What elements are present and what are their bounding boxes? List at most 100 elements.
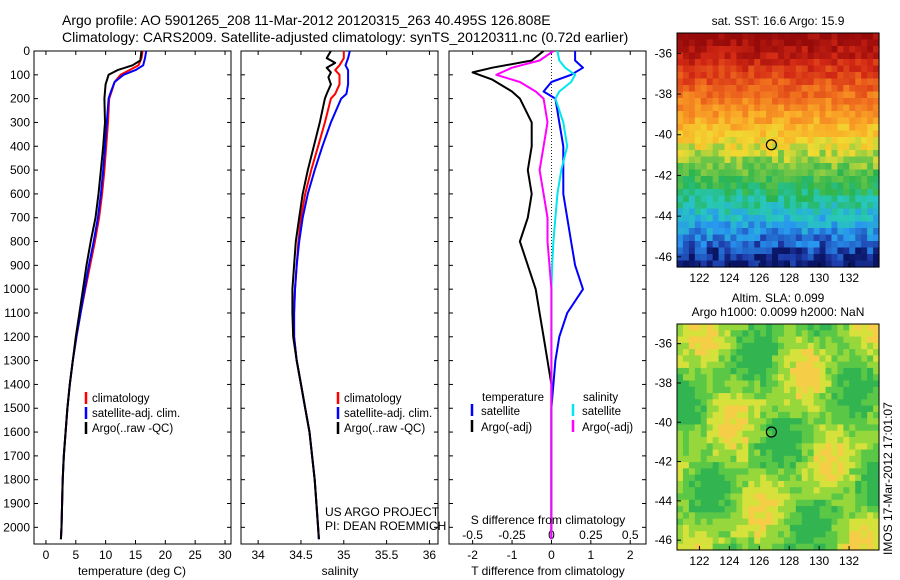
map-cell [766,260,773,268]
map-cell [795,524,803,532]
map-cell [724,367,732,375]
map-cell [736,330,743,338]
map-cell [754,367,761,375]
series-line [59,51,143,540]
map-cell [801,117,809,125]
map-cell [724,393,732,400]
map-cell [712,78,720,86]
map-cell [873,65,880,73]
map-cell [694,386,702,394]
map-cell [700,78,708,86]
map-cell [825,430,833,438]
map-cell [754,462,761,469]
map-cell [712,195,720,203]
map-cell [807,163,815,171]
map-cell [677,156,684,164]
map-cell [795,455,803,463]
map-cell [754,124,761,132]
map-cell [700,59,708,67]
map-cell [825,537,833,545]
map-cell [682,411,690,419]
map-cell [682,176,690,184]
map-cell [795,208,803,216]
map-cell [801,537,809,545]
map-cell [718,449,726,457]
map-cell [718,443,726,451]
map-cell [730,443,738,451]
map-cell [778,480,785,488]
map-cell [843,234,850,242]
map-cell [831,72,839,80]
map-cell [789,506,797,513]
map-cell [778,393,785,400]
map-cell [867,361,874,369]
map-cell [861,234,868,242]
map-cell [801,411,809,419]
map-cell [855,418,862,426]
map-cell [736,208,743,216]
map-cell [688,202,696,210]
t-difference-axis-label: T difference from climatology [471,564,625,578]
map-cell [742,124,749,132]
map-cell [783,449,791,457]
map-cell [754,91,761,99]
map-cell [843,111,850,119]
map-cell [766,455,773,463]
map-cell [724,215,732,223]
map-cell [789,234,797,242]
map-cell [825,104,833,112]
map-cell [706,342,714,350]
map-cell [801,150,809,158]
map-cell [754,405,761,413]
map-cell [718,462,726,469]
map-cell [766,85,773,93]
y-tick-label: 1400 [3,377,30,391]
map-cell [724,468,732,476]
map-cell [700,424,708,432]
map-cell [813,156,821,164]
map-cell [825,493,833,501]
map-cell [795,374,803,382]
s-tick-label: 0.25 [579,528,603,542]
map-cell [724,380,732,388]
map-cell [712,169,720,177]
map-cell [831,506,839,513]
map-cell [700,342,708,350]
map-cell [795,393,803,400]
map-cell [813,176,821,184]
map-cell [760,234,767,242]
map-cell [849,91,856,99]
y-tick-label: 1300 [3,354,30,368]
map-cell [819,361,827,369]
map-cell [849,411,856,419]
map-cell [754,418,761,426]
map-cell [783,499,791,507]
legend-label-argo: Argo(..raw -QC) [344,423,425,435]
map-cell [760,98,767,106]
map-cell [813,531,821,539]
map-cell [843,72,850,80]
map-cell [742,59,749,67]
map-cell [795,130,803,138]
map-cell [706,355,714,363]
map-cell [677,72,684,80]
legend-heading-salinity: salinity [583,392,618,404]
map-cell [688,531,696,539]
map-cell [724,512,732,520]
map-cell [873,367,880,375]
map-cell [855,228,862,236]
map-cell [677,169,684,177]
map-cell [813,411,821,419]
map-cell [724,33,732,41]
map-cell [682,195,690,203]
map-cell [706,72,714,80]
map-cell [789,449,797,457]
map-cell [801,524,809,532]
map-cell [772,487,779,495]
map-cell [843,443,850,451]
map-cell [855,330,862,338]
map-cell [748,418,755,426]
map-cell [801,512,809,520]
map-cell [873,355,880,363]
map-cell [700,163,708,171]
